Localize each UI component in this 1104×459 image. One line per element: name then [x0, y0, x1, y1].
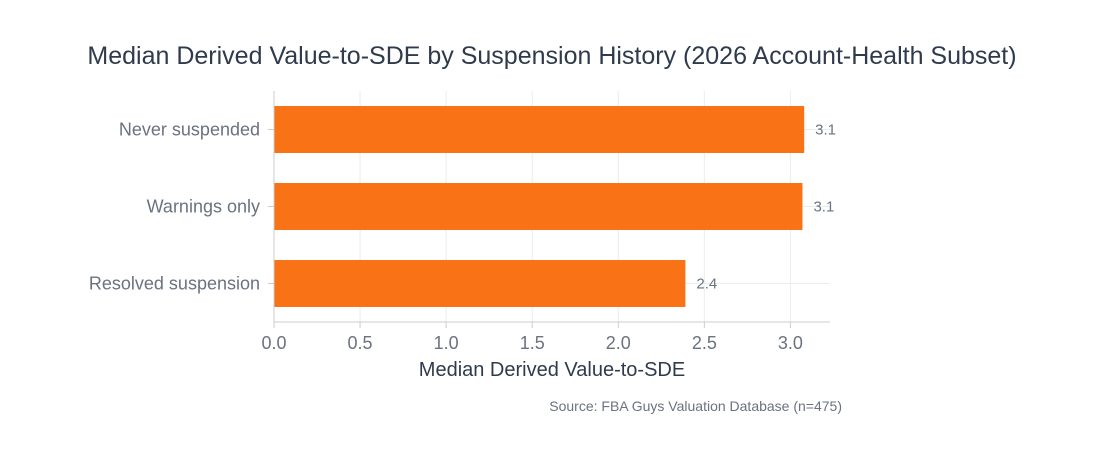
- chart-title: Median Derived Value-to-SDE by Suspensio…: [87, 42, 1016, 70]
- category-label: Resolved suspension: [89, 274, 260, 294]
- x-tick-label: 0.0: [261, 333, 286, 353]
- x-tick-label: 1.5: [520, 333, 545, 353]
- category-label: Warnings only: [147, 197, 260, 217]
- source-note: Source: FBA Guys Valuation Database (n=4…: [549, 398, 842, 414]
- bar: [274, 106, 805, 153]
- x-tick-label: 2.0: [606, 333, 631, 353]
- value-labels: 3.1 3.1 2.4: [696, 122, 836, 293]
- value-label: 2.4: [696, 276, 717, 293]
- bars: [274, 106, 805, 307]
- x-tick-label: 1.0: [434, 333, 459, 353]
- bar: [274, 260, 686, 307]
- value-label: 3.1: [815, 122, 836, 139]
- value-label: 3.1: [813, 199, 834, 216]
- category-label: Never suspended: [119, 120, 260, 140]
- bar: [274, 183, 803, 230]
- x-tick-label: 0.5: [348, 333, 373, 353]
- x-ticks: 0.0 0.5 1.0 1.5 2.0 2.5 3.0: [261, 322, 803, 353]
- x-axis-title: Median Derived Value-to-SDE: [419, 359, 685, 381]
- category-labels: Never suspended Warnings only Resolved sus…: [89, 120, 274, 294]
- x-tick-label: 2.5: [692, 333, 717, 353]
- x-tick-label: 3.0: [778, 333, 803, 353]
